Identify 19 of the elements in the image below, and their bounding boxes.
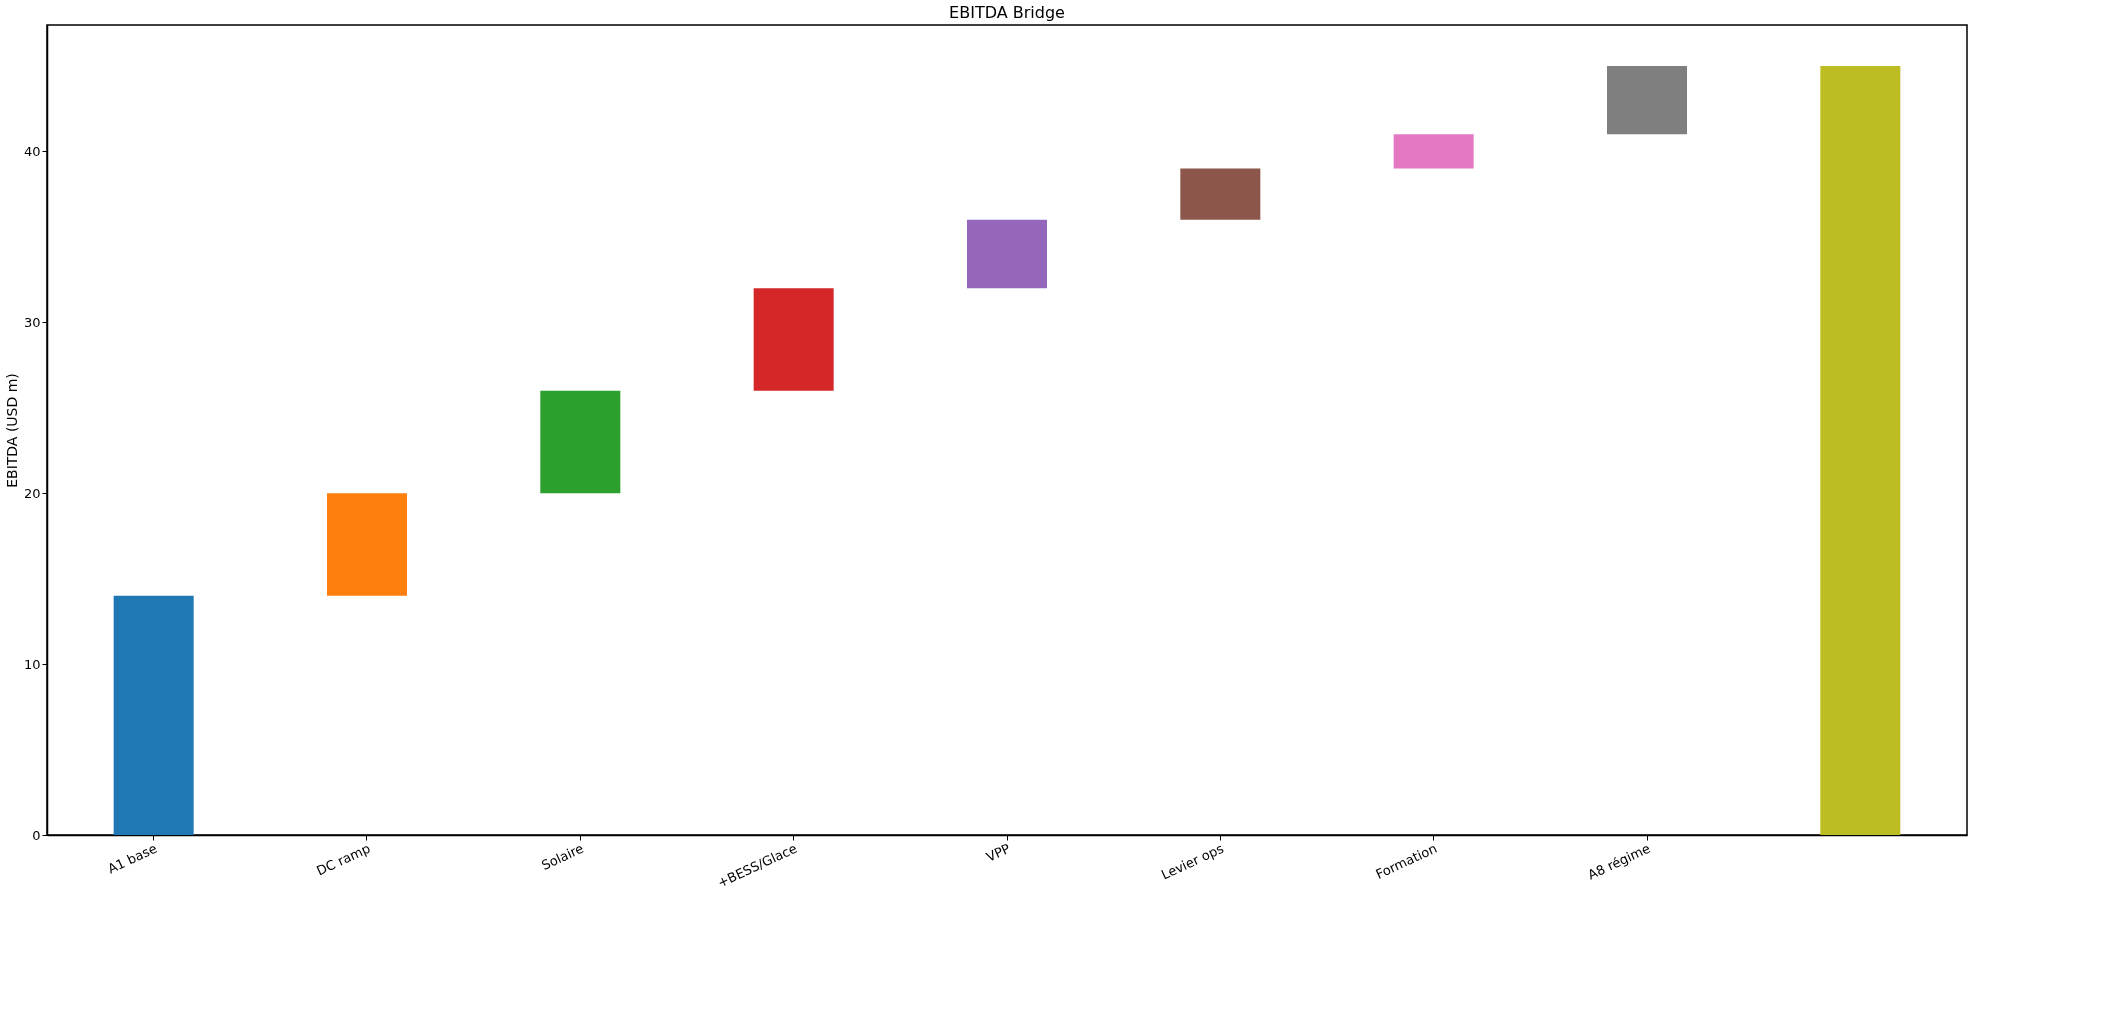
y-tick-label: 30 — [23, 314, 41, 330]
bar — [1607, 66, 1687, 135]
bar — [967, 219, 1047, 289]
x-tick-label: DC ramp — [314, 840, 373, 879]
bar — [113, 595, 194, 835]
bar — [1820, 66, 1901, 835]
x-tick-label: VPP — [983, 840, 1013, 865]
y-tick-label: 0 — [32, 827, 41, 843]
bar — [753, 288, 834, 391]
y-tick-label: 40 — [23, 143, 41, 159]
y-tick-label: 10 — [23, 656, 41, 672]
bar — [1180, 168, 1261, 220]
x-tick-label: A1 base — [105, 840, 160, 877]
y-tick-label: 20 — [23, 485, 41, 501]
chart-title: EBITDA Bridge — [949, 3, 1065, 22]
y-axis-title: EBITDA (USD m) — [3, 373, 20, 488]
bar — [1393, 134, 1474, 169]
bar — [540, 390, 621, 494]
bar — [327, 493, 407, 596]
